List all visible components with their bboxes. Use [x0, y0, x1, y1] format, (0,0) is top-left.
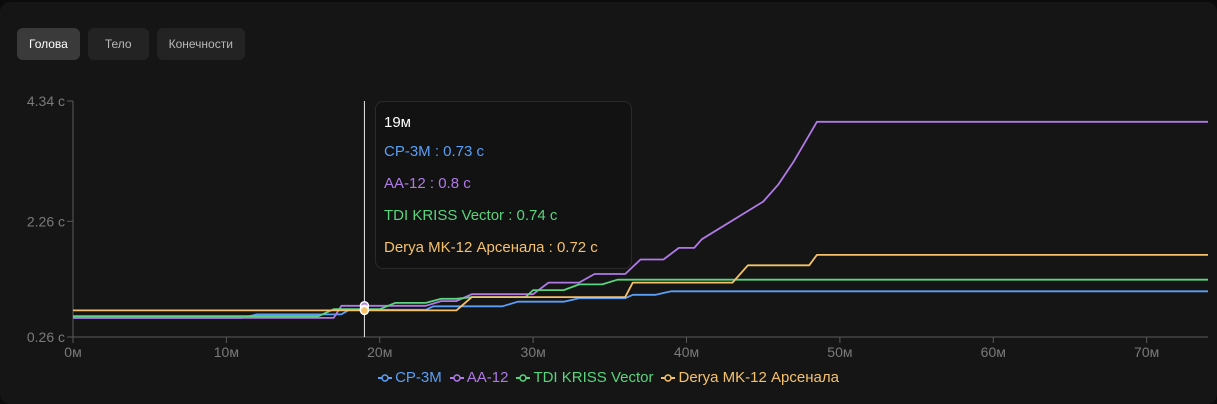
y-tick-label: 0.26 с — [27, 329, 65, 345]
tooltip-row-aa12: AA-12 : 0.8 с — [384, 175, 471, 192]
legend-label: CP-3M — [395, 369, 442, 386]
x-tick-label: 50м — [827, 344, 852, 360]
y-tick-label: 4.34 с — [27, 93, 65, 109]
y-tick-label: 2.26 с — [27, 213, 65, 229]
x-tick-label: 30м — [521, 344, 546, 360]
tab-head[interactable]: Голова — [17, 28, 80, 60]
tooltip-row-cp3m: CP-3M : 0.73 с — [384, 143, 485, 160]
legend-item-2[interactable]: TDI KRISS Vector — [516, 369, 653, 386]
x-tick-label: 70м — [1134, 344, 1159, 360]
series-line-3 — [73, 254, 1208, 312]
legend-marker-icon — [378, 373, 393, 382]
chart-tooltip: 19м CP-3M : 0.73 с AA-12 : 0.8 с TDI KRI… — [375, 101, 632, 269]
x-tick-label: 0м — [64, 344, 81, 360]
x-tick-label: 40м — [674, 344, 699, 360]
series-line-2 — [73, 278, 1208, 318]
legend-item-1[interactable]: AA-12 — [449, 369, 509, 386]
tab-limbs[interactable]: Конечности — [156, 28, 245, 60]
legend-marker-icon — [661, 373, 676, 382]
tooltip-title: 19м — [384, 114, 411, 131]
legend-item-3[interactable]: Derya MK-12 Арсенала — [661, 369, 839, 386]
chart-legend: CP-3M AA-12 TDI KRISS Vector Derya MK-12 Ар… — [0, 369, 1217, 386]
tab-body[interactable]: Тело — [87, 28, 149, 60]
legend-marker-icon — [516, 373, 531, 382]
hover-dot-3 — [359, 305, 370, 316]
hit-zone-tabs: Голова Тело Конечности — [17, 28, 245, 60]
legend-label: AA-12 — [466, 369, 509, 386]
x-tick-label: 10м — [214, 344, 239, 360]
legend-item-0[interactable]: CP-3M — [378, 369, 442, 386]
series-line-0 — [73, 290, 1208, 319]
legend-label: TDI KRISS Vector — [533, 369, 654, 386]
legend-marker-icon — [449, 373, 464, 382]
legend-label: Derya MK-12 Арсенала — [678, 369, 839, 386]
tooltip-row-kriss-vector: TDI KRISS Vector : 0.74 с — [384, 207, 558, 224]
tooltip-row-derya-mk12: Derya MK-12 Арсенала : 0.72 с — [384, 239, 598, 256]
x-tick-label: 20м — [367, 344, 392, 360]
x-tick-label: 60м — [981, 344, 1006, 360]
series-line-1 — [73, 120, 1208, 319]
